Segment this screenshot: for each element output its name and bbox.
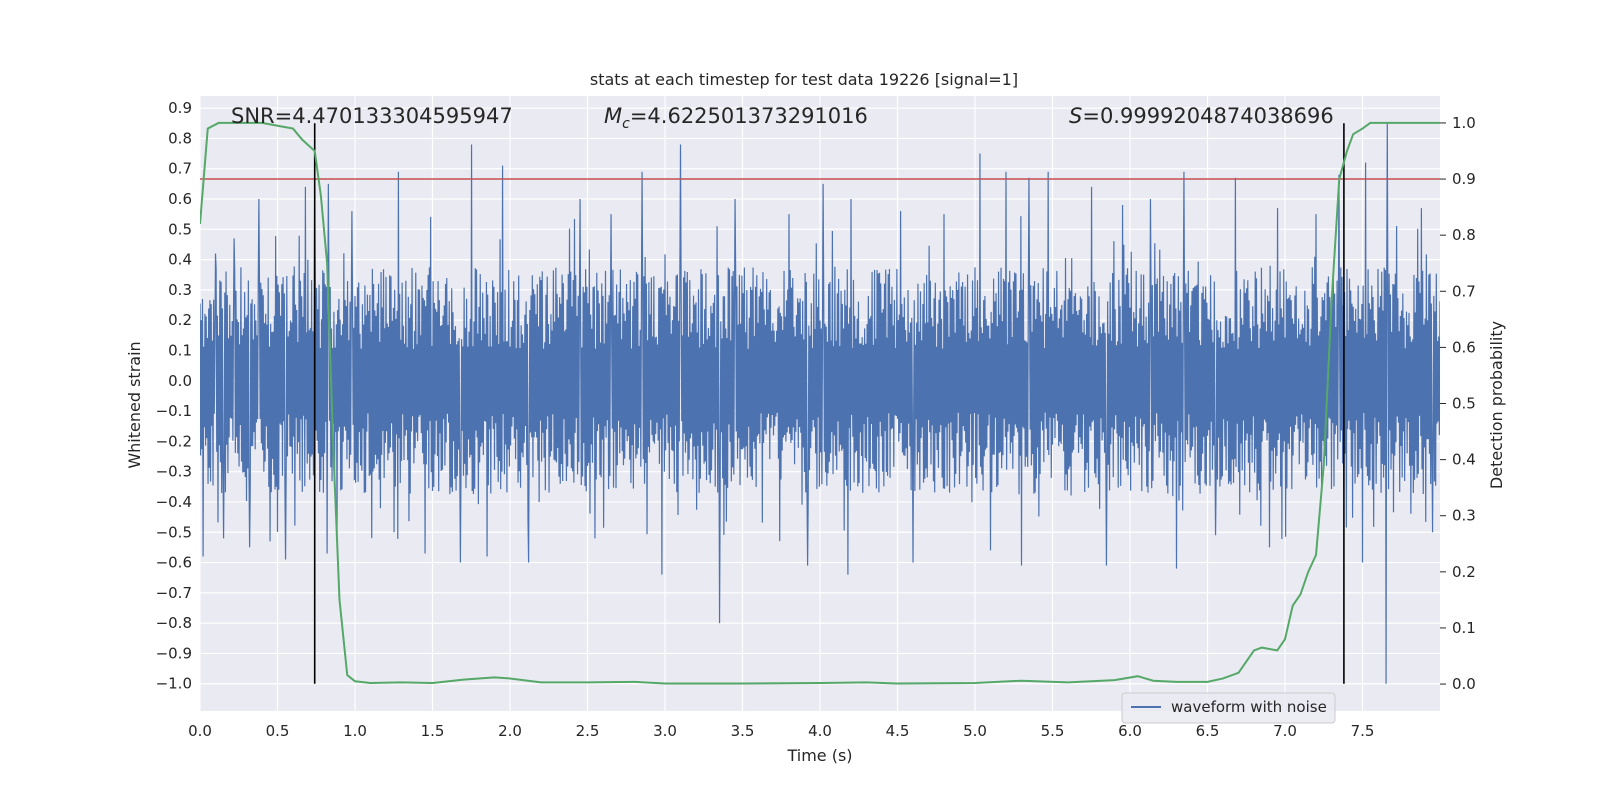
y-tick-label: 0.7 — [168, 160, 192, 178]
y2-tick-label: 1.0 — [1452, 114, 1476, 132]
y2-tick-label: 0.6 — [1452, 338, 1476, 356]
x-tick-label: 0.0 — [188, 722, 212, 740]
x-tick-label: 7.5 — [1351, 722, 1375, 740]
y2-axis-ticks: 1.0 0.9 0.8 0.7 0.6 0.5 0.4 0.3 0.2 0.1 0.0 — [1440, 114, 1476, 693]
y2-axis-label: Detection probability — [1487, 321, 1506, 489]
score-value: =0.9999204874038696 — [1082, 104, 1333, 128]
x-tick-label: 1.0 — [343, 722, 367, 740]
series-waveform-with-noise — [200, 123, 1440, 684]
y2-tick-label: 0.4 — [1452, 451, 1476, 469]
y2-tick-label: 0.2 — [1452, 563, 1476, 581]
y2-tick-label: 0.8 — [1452, 226, 1476, 244]
y-tick-label: 0.8 — [168, 129, 192, 147]
chirp-mass-annotation: Mc=4.622501373291016 — [604, 104, 868, 132]
y2-tick-label: 0.3 — [1452, 507, 1476, 525]
y-tick-label: −0.4 — [156, 493, 192, 511]
x-tick-label: 1.5 — [421, 722, 445, 740]
x-tick-label: 6.0 — [1118, 722, 1142, 740]
chirp-mass-value: =4.622501373291016 — [630, 104, 868, 128]
y-tick-label: 0.5 — [168, 220, 192, 238]
x-tick-label: 6.5 — [1196, 722, 1220, 740]
x-tick-label: 2.0 — [498, 722, 522, 740]
x-tick-label: 0.5 — [266, 722, 290, 740]
x-tick-label: 2.5 — [576, 722, 600, 740]
y-tick-label: −1.0 — [156, 675, 192, 693]
y2-tick-label: 0.5 — [1452, 395, 1476, 413]
y-tick-label: 0.2 — [168, 311, 192, 329]
y-tick-label: −0.6 — [156, 554, 192, 572]
y-axis-ticks: 0.9 0.8 0.7 0.6 0.5 0.4 0.3 0.2 0.1 0.0 −0.1 −0.2 −0… — [156, 99, 192, 693]
y2-tick-label: 0.7 — [1452, 282, 1476, 300]
legend-label-waveform: waveform with noise — [1171, 698, 1327, 716]
snr-annotation: SNR=4.470133304595947 — [231, 104, 513, 128]
y-tick-label: 0.3 — [168, 281, 192, 299]
y-tick-label: −0.1 — [156, 402, 192, 420]
y-tick-label: −0.9 — [156, 644, 192, 662]
y-tick-label: 0.0 — [168, 372, 192, 390]
x-tick-label: 4.0 — [808, 722, 832, 740]
y-tick-label: 0.1 — [168, 341, 192, 359]
y-tick-label: 0.9 — [168, 99, 192, 117]
y-tick-label: −0.3 — [156, 463, 192, 481]
y-tick-label: −0.8 — [156, 614, 192, 632]
series-detection-probability — [200, 121, 1440, 685]
x-tick-label: 7.0 — [1273, 722, 1297, 740]
y-tick-label: −0.7 — [156, 584, 192, 602]
chart-title: stats at each timestep for test data 192… — [590, 70, 1018, 89]
x-axis-ticks: 0.0 0.5 1.0 1.5 2.0 2.5 3.0 3.5 4.0 4.5 5.0 5.5 6.0 6… — [188, 722, 1374, 740]
score-annotation: S=0.9999204874038696 — [1069, 104, 1334, 128]
y-axis-label: Whitened strain — [125, 341, 144, 468]
score-symbol: S — [1069, 104, 1082, 128]
y-tick-label: 0.4 — [168, 251, 192, 269]
x-tick-label: 5.0 — [963, 722, 987, 740]
chirp-mass-subscript: c — [622, 116, 630, 132]
y2-tick-label: 0.9 — [1452, 170, 1476, 188]
legend: waveform with noise — [1121, 692, 1336, 724]
x-tick-label: 4.5 — [886, 722, 910, 740]
x-tick-label: 5.5 — [1041, 722, 1065, 740]
plot-area — [199, 96, 1440, 711]
x-axis-label: Time (s) — [786, 746, 852, 765]
legend-box — [1121, 692, 1336, 724]
x-tick-label: 3.5 — [731, 722, 755, 740]
y-tick-label: −0.5 — [156, 523, 192, 541]
x-tick-label: 3.0 — [653, 722, 677, 740]
chirp-mass-symbol: M — [604, 104, 622, 128]
y-tick-label: −0.2 — [156, 432, 192, 450]
y-tick-label: 0.6 — [168, 190, 192, 208]
y2-tick-label: 0.1 — [1452, 619, 1476, 637]
y2-tick-label: 0.0 — [1452, 675, 1476, 693]
